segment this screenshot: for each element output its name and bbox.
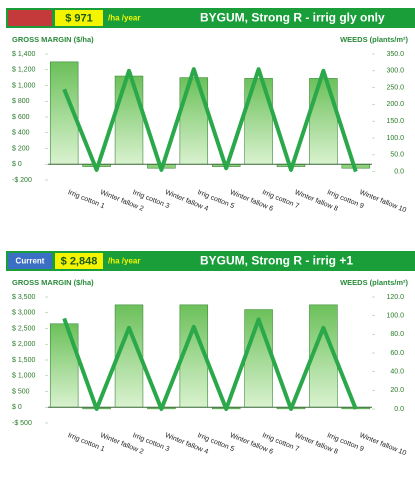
chart-panel: Current $ 2,848/ha /year BYGUM, Strong R -…: [6, 251, 415, 457]
bar: [179, 77, 209, 165]
header-value-box: [55, 10, 103, 26]
y-tick-label: $ 3,000: [12, 310, 35, 317]
y2-tick-label: 200.0: [386, 101, 404, 108]
y-tick-label: $ 1,200: [12, 67, 35, 74]
bar: [309, 78, 338, 165]
y-axis-title: GROSS MARGIN ($/ha): [12, 35, 94, 44]
y2-axis-title: WEEDS (plants/m²): [340, 35, 408, 44]
y-tick-label: -$ 200: [12, 177, 32, 184]
bar: [179, 304, 209, 408]
y2-tick-label: 20.0: [390, 387, 404, 394]
chart-title: BYGUM, Strong R - irrig +1: [200, 254, 353, 268]
y2-tick-label: 150.0: [386, 118, 404, 125]
y-tick-label: $ 500: [12, 388, 30, 395]
weeds-line: [62, 317, 358, 411]
bar: [49, 323, 79, 408]
y-tick-label: $ 0: [12, 404, 22, 411]
y2-tick-label: 50.0: [390, 152, 404, 159]
y2-tick-label: 350.0: [386, 51, 404, 58]
y-tick-label: $ 1,000: [12, 373, 35, 380]
y-tick-label: $ 1,400: [12, 51, 35, 58]
y-tick-label: $ 2,500: [12, 325, 35, 332]
y2-tick-label: 250.0: [386, 84, 404, 91]
x-tick-label: Winter fallow 10: [358, 189, 407, 214]
y2-axis-title: WEEDS (plants/m²): [340, 278, 408, 287]
y2-tick-label: 0.0: [394, 406, 404, 413]
bar: [244, 309, 273, 408]
y2-tick-label: 60.0: [390, 350, 404, 357]
y-tick-label: $ 2,000: [12, 341, 35, 348]
bar: [114, 75, 144, 165]
header-unit: /ha /year: [108, 14, 140, 23]
header-bar: [6, 251, 415, 271]
y2-tick-label: 0.0: [394, 168, 404, 175]
chart-title: BYGUM, Strong R - irrig gly only: [200, 11, 385, 25]
header-unit: /ha /year: [108, 257, 140, 266]
y-tick-label: $ 3,500: [12, 294, 35, 301]
badge-text: Current: [16, 257, 45, 266]
y-tick-label: $ 400: [12, 130, 30, 137]
x-tick-label: Winter fallow 10: [358, 432, 407, 457]
y-tick-label: $ 1,500: [12, 357, 35, 364]
y-tick-label: -$ 500: [12, 420, 32, 427]
header-bar: [6, 8, 415, 28]
badge: [8, 253, 52, 269]
y-tick-label: $ 0: [12, 161, 22, 168]
bar: [244, 78, 273, 165]
chart-panel: $ 971/ha /year BYGUM, Strong R - irrig gl…: [6, 8, 415, 214]
y-tick-label: $ 1,000: [12, 82, 35, 89]
y2-tick-label: 100.0: [386, 135, 404, 142]
y2-tick-label: 120.0: [386, 294, 404, 301]
header-value: $ 2,848: [61, 255, 98, 267]
y-tick-label: $ 800: [12, 98, 30, 105]
y2-tick-label: 300.0: [386, 68, 404, 75]
y-axis-title: GROSS MARGIN ($/ha): [12, 278, 94, 287]
y-tick-label: $ 200: [12, 145, 30, 152]
weeds-line: [62, 67, 358, 173]
y2-tick-label: 80.0: [390, 331, 404, 338]
badge: [8, 10, 52, 26]
header-value-box: [55, 253, 103, 269]
y2-tick-label: 100.0: [386, 313, 404, 320]
header-value: $ 971: [65, 12, 93, 24]
y-tick-label: $ 600: [12, 114, 30, 121]
y2-tick-label: 40.0: [390, 369, 404, 376]
